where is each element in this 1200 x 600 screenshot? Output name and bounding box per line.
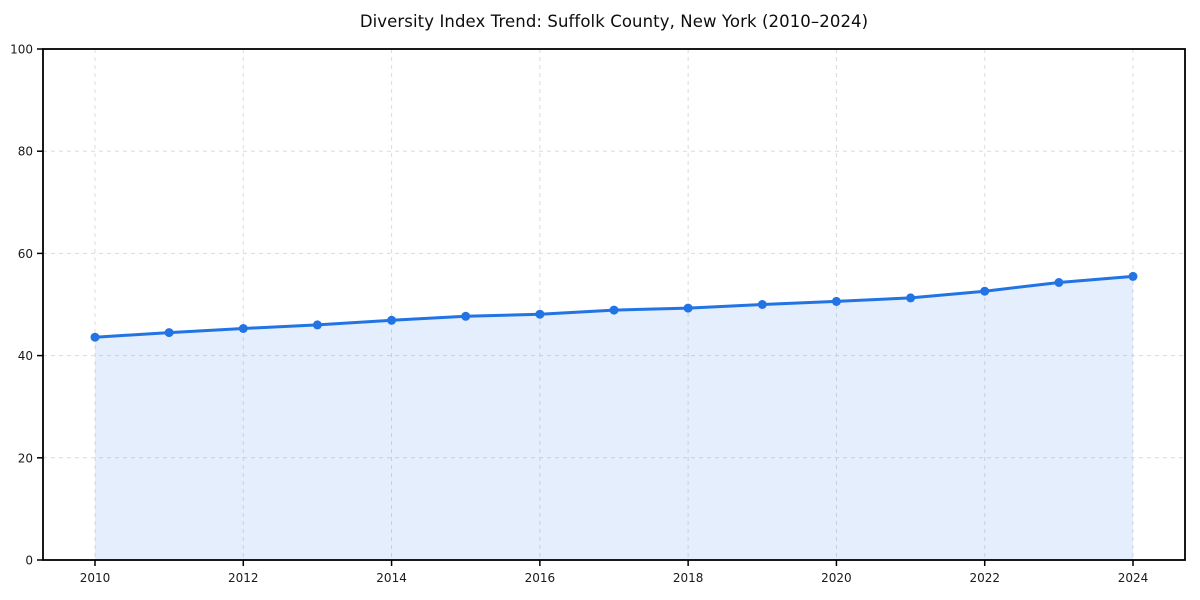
y-tick-label: 80 bbox=[18, 145, 33, 159]
data-point-marker bbox=[164, 328, 174, 338]
data-point-marker bbox=[90, 332, 100, 342]
x-tick-label: 2012 bbox=[228, 571, 259, 585]
data-point-marker bbox=[831, 296, 841, 306]
data-point-marker bbox=[238, 324, 248, 333]
chart-title: Diversity Index Trend: Suffolk County, N… bbox=[359, 12, 869, 31]
data-point-marker bbox=[461, 311, 471, 321]
data-point-marker bbox=[1054, 278, 1064, 287]
x-tick-label: 2020 bbox=[821, 571, 852, 585]
data-point-marker bbox=[906, 293, 916, 303]
data-point-marker bbox=[683, 303, 693, 313]
data-point-marker bbox=[535, 309, 545, 319]
x-tick-label: 2022 bbox=[969, 571, 1000, 585]
y-tick-label: 0 bbox=[25, 554, 33, 568]
y-tick-label: 100 bbox=[10, 43, 33, 57]
data-point-marker bbox=[757, 300, 767, 309]
data-point-marker bbox=[980, 286, 990, 296]
x-tick-label: 2024 bbox=[1118, 571, 1149, 585]
area-fill bbox=[95, 276, 1133, 560]
data-point-marker bbox=[1128, 271, 1138, 281]
x-tick-label: 2016 bbox=[525, 571, 556, 585]
x-tick-label: 2010 bbox=[80, 571, 111, 585]
plot-border bbox=[42, 48, 1186, 561]
y-tick-label: 20 bbox=[18, 451, 33, 465]
data-point-marker bbox=[387, 315, 397, 325]
x-tick-label: 2018 bbox=[673, 571, 704, 585]
y-tick-label: 40 bbox=[18, 349, 33, 363]
x-tick-label: 2014 bbox=[376, 571, 407, 585]
data-point-marker bbox=[609, 305, 619, 315]
y-tick-label: 60 bbox=[18, 247, 33, 261]
data-point-marker bbox=[312, 320, 322, 330]
